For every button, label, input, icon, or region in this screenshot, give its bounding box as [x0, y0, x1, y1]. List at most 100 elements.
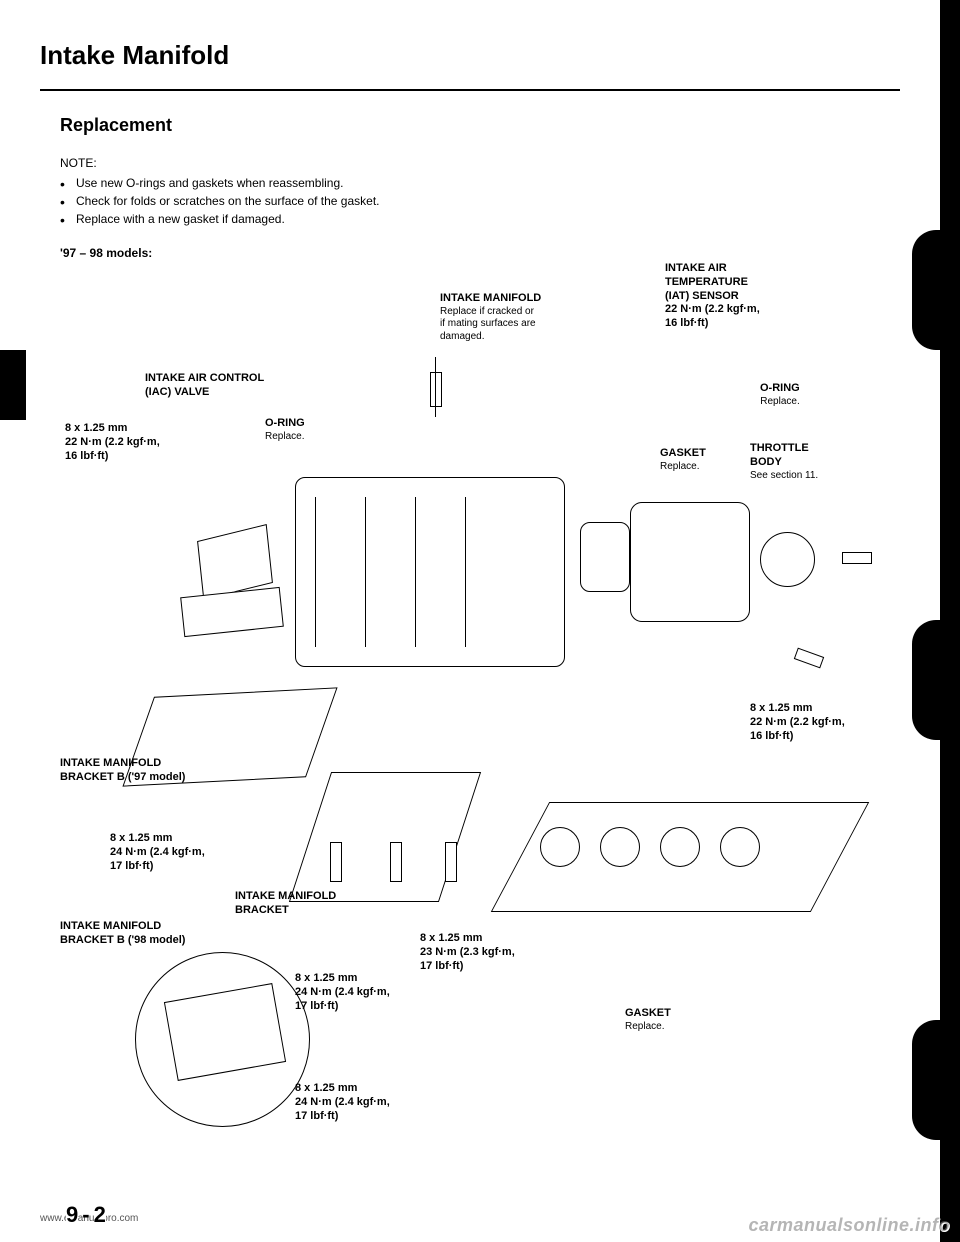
label: Replace if cracked or	[440, 306, 541, 319]
leader	[435, 357, 436, 417]
binder-tab-mid	[912, 620, 960, 740]
label: 8 x 1.25 mm	[420, 932, 515, 946]
torque: 22 N·m (2.2 kgf·m,	[665, 303, 760, 317]
torque: 16 lbf·ft)	[665, 317, 760, 331]
watermark: carmanualsonline.info	[748, 1215, 950, 1236]
callout-bolt-24-c: 8 x 1.25 mm 24 N·m (2.4 kgf·m, 17 lbf·ft…	[295, 1082, 390, 1123]
part-port	[720, 827, 760, 867]
label: 24 N·m (2.4 kgf·m,	[110, 846, 205, 860]
label: 24 N·m (2.4 kgf·m,	[295, 986, 390, 1000]
section-title: Replacement	[60, 115, 900, 136]
label: if mating surfaces are	[440, 318, 541, 331]
label: (IAT) SENSOR	[665, 290, 760, 304]
part-port	[660, 827, 700, 867]
part-bolt	[794, 648, 824, 669]
callout-oring-right: O-RING Replace.	[760, 382, 800, 408]
part-runner	[315, 497, 355, 647]
page-num-left: 9	[66, 1202, 78, 1228]
callout-intake-manifold: INTAKE MANIFOLD Replace if cracked or if…	[440, 292, 541, 343]
callout-bolt-22-left: 8 x 1.25 mm 22 N·m (2.2 kgf·m, 16 lbf·ft…	[65, 422, 160, 463]
label: TEMPERATURE	[665, 276, 760, 290]
label: BRACKET B ('97 model)	[60, 771, 185, 785]
callout-bolt-24-a: 8 x 1.25 mm 24 N·m (2.4 kgf·m, 17 lbf·ft…	[110, 832, 205, 873]
part-bracket-main	[289, 772, 481, 902]
part-bolt	[330, 842, 342, 882]
exploded-diagram: INTAKE AIR TEMPERATURE (IAT) SENSOR 22 N…	[40, 272, 900, 1152]
note-item: Use new O-rings and gaskets when reassem…	[60, 174, 900, 192]
label: damaged.	[440, 331, 541, 344]
title-rule	[40, 89, 900, 91]
label: Replace.	[660, 461, 706, 474]
part-runner	[465, 497, 505, 647]
part-bolt	[390, 842, 402, 882]
label: THROTTLE	[750, 442, 818, 456]
part-runner	[365, 497, 405, 647]
label: O-RING	[760, 382, 800, 396]
part-gasket-tb	[580, 522, 630, 592]
label: 17 lbf·ft)	[420, 960, 515, 974]
label: 24 N·m (2.4 kgf·m,	[295, 1096, 390, 1110]
label: 8 x 1.25 mm	[295, 1082, 390, 1096]
callout-gasket-top: GASKET Replace.	[660, 447, 706, 473]
page-title: Intake Manifold	[40, 40, 900, 71]
note-label: NOTE:	[60, 156, 900, 170]
part-bolt	[445, 842, 457, 882]
label: INTAKE AIR CONTROL	[145, 372, 264, 386]
part-throttle-bore	[760, 532, 815, 587]
label: GASKET	[660, 447, 706, 461]
part-iac-base	[180, 587, 284, 637]
label: See section 11.	[750, 470, 818, 483]
side-tab	[0, 350, 26, 420]
part-bolt	[842, 552, 872, 564]
label: 16 lbf·ft)	[65, 450, 160, 464]
label: Replace.	[760, 396, 800, 409]
label: 16 lbf·ft)	[750, 730, 845, 744]
label: 17 lbf·ft)	[295, 1110, 390, 1124]
part-port	[600, 827, 640, 867]
label: 8 x 1.25 mm	[65, 422, 160, 436]
label: INTAKE AIR	[665, 262, 760, 276]
notes-list: Use new O-rings and gaskets when reassem…	[60, 174, 900, 228]
callout-imb: INTAKE MANIFOLD BRACKET	[235, 890, 336, 918]
label: 23 N·m (2.3 kgf·m,	[420, 946, 515, 960]
page-num-dash: -	[82, 1202, 89, 1228]
callout-iac-valve: INTAKE AIR CONTROL (IAC) VALVE	[145, 372, 264, 400]
binder-tab-top	[912, 230, 960, 350]
label: INTAKE MANIFOLD	[60, 757, 185, 771]
part-bolt	[430, 372, 442, 407]
page-num-right: 2	[94, 1202, 106, 1228]
label: INTAKE MANIFOLD	[60, 920, 185, 934]
callout-oring-left: O-RING Replace.	[265, 417, 305, 443]
callout-throttle-body: THROTTLE BODY See section 11.	[750, 442, 818, 482]
label: (IAC) VALVE	[145, 386, 264, 400]
label: 8 x 1.25 mm	[750, 702, 845, 716]
page-number: 9 - 2	[66, 1202, 106, 1228]
models-label: '97 – 98 models:	[60, 246, 900, 260]
label: 8 x 1.25 mm	[295, 972, 390, 986]
callout-bolt-23: 8 x 1.25 mm 23 N·m (2.3 kgf·m, 17 lbf·ft…	[420, 932, 515, 973]
label: 22 N·m (2.2 kgf·m,	[65, 436, 160, 450]
label: Replace.	[265, 431, 305, 444]
callout-bracket-b98: INTAKE MANIFOLD BRACKET B ('98 model)	[60, 920, 185, 948]
binder-tab-bottom	[912, 1020, 960, 1140]
callout-bolt-24-b: 8 x 1.25 mm 24 N·m (2.4 kgf·m, 17 lbf·ft…	[295, 972, 390, 1013]
label: GASKET	[625, 1007, 671, 1021]
note-item: Replace with a new gasket if damaged.	[60, 210, 900, 228]
label: BRACKET B ('98 model)	[60, 934, 185, 948]
label: 17 lbf·ft)	[110, 860, 205, 874]
part-port	[540, 827, 580, 867]
label: BRACKET	[235, 904, 336, 918]
callout-bracket-b97: INTAKE MANIFOLD BRACKET B ('97 model)	[60, 757, 185, 785]
label: 17 lbf·ft)	[295, 1000, 390, 1014]
label: Replace.	[625, 1021, 671, 1034]
callout-gasket-bottom: GASKET Replace.	[625, 1007, 671, 1033]
label: INTAKE MANIFOLD	[235, 890, 336, 904]
label: INTAKE MANIFOLD	[440, 292, 541, 306]
note-item: Check for folds or scratches on the surf…	[60, 192, 900, 210]
label: 8 x 1.25 mm	[110, 832, 205, 846]
part-runner	[415, 497, 455, 647]
label: 22 N·m (2.2 kgf·m,	[750, 716, 845, 730]
callout-iat-sensor: INTAKE AIR TEMPERATURE (IAT) SENSOR 22 N…	[665, 262, 760, 331]
part-throttle-body	[630, 502, 750, 622]
label: O-RING	[265, 417, 305, 431]
